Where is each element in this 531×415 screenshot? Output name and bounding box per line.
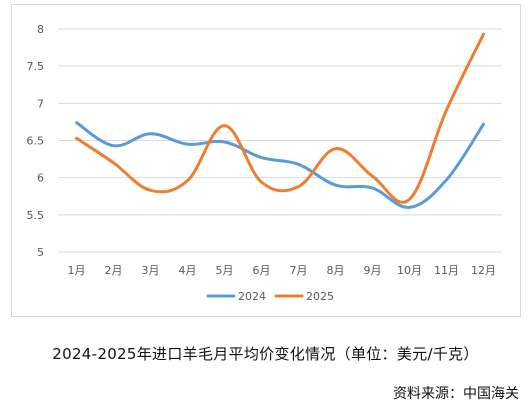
data-point-2025: [408, 198, 411, 201]
x-tick-label: 7月: [290, 264, 308, 277]
data-point-2024: [223, 140, 226, 143]
x-tick-label: 11月: [434, 264, 459, 277]
y-axis-ticks: 5 5.5 6 6.5 7 7.5 8: [27, 23, 45, 259]
data-point-2024: [371, 187, 374, 190]
data-point-2024: [408, 206, 411, 209]
y-tick-label: 7: [37, 97, 44, 110]
chart-frame: 5 5.5 6 6.5 7 7.5 8 1月 2月 3月 4月 5月 6月 7月 8月 9月 10月 11月 12…: [11, 4, 521, 317]
data-point-2024: [75, 121, 78, 124]
data-point-2025: [371, 175, 374, 178]
data-point-2024: [334, 184, 337, 187]
data-point-2025: [186, 179, 189, 182]
series-line-2024: [75, 121, 485, 209]
y-tick-label: 7.5: [27, 60, 45, 73]
x-tick-label: 9月: [364, 264, 382, 277]
data-point-2024: [149, 132, 152, 135]
series-line-2025: [75, 32, 485, 204]
legend-label-2025: 2025: [306, 290, 334, 303]
y-tick-label: 6.5: [27, 135, 45, 148]
x-tick-label: 4月: [179, 264, 197, 277]
x-tick-label: 1月: [68, 264, 86, 277]
data-point-2025: [149, 189, 152, 192]
series-layer: [75, 32, 485, 209]
y-tick-label: 5.5: [27, 209, 45, 222]
chart-caption: 2024-2025年进口羊毛月平均价变化情况（单位：美元/千克）: [52, 345, 479, 363]
data-point-2024: [186, 143, 189, 146]
line-chart: 5 5.5 6 6.5 7 7.5 8 1月 2月 3月 4月 5月 6月 7月 8月 9月 10月 11月 12…: [27, 23, 502, 303]
data-point-2025: [260, 181, 263, 184]
data-point-2025: [297, 185, 300, 188]
x-tick-label: 6月: [253, 264, 271, 277]
data-point-2024: [112, 144, 115, 147]
legend-label-2024: 2024: [238, 290, 266, 303]
x-axis-ticks: 1月 2月 3月 4月 5月 6月 7月 8月 9月 10月 11月 12月: [68, 264, 497, 277]
x-tick-label: 5月: [216, 264, 234, 277]
x-tick-label: 3月: [142, 264, 160, 277]
legend: 2024 2025: [206, 290, 334, 303]
x-tick-label: 2月: [105, 264, 123, 277]
data-point-2025: [223, 124, 226, 127]
x-tick-label: 12月: [471, 264, 496, 277]
data-point-2025: [112, 161, 115, 164]
data-point-2024: [445, 178, 448, 181]
data-point-2024: [297, 163, 300, 166]
source-note: 资料来源：中国海关: [393, 386, 519, 402]
data-point-2024: [260, 156, 263, 159]
data-point-2025: [75, 137, 78, 140]
data-point-2025: [445, 109, 448, 112]
data-point-2024: [482, 123, 485, 126]
y-tick-label: 5: [37, 246, 44, 259]
x-tick-label: 8月: [327, 264, 345, 277]
data-point-2025: [482, 33, 485, 36]
data-point-2025: [334, 147, 337, 150]
x-tick-label: 10月: [397, 264, 422, 277]
y-tick-label: 6: [37, 172, 44, 185]
y-tick-label: 8: [37, 23, 44, 36]
